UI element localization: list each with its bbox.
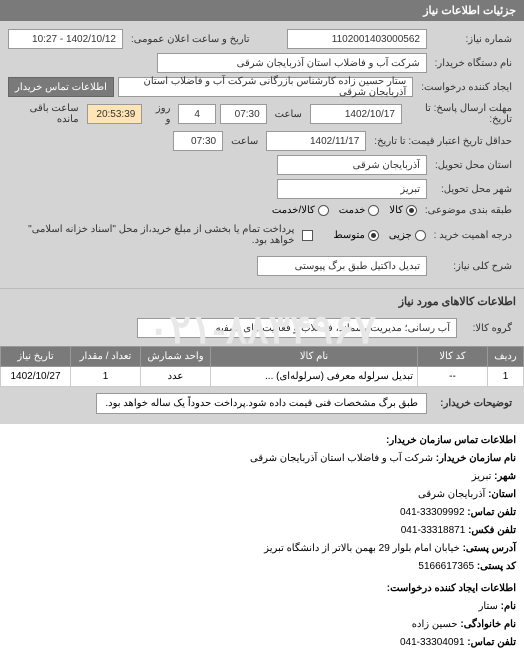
buyer-device-label: نام دستگاه خریدار: (431, 56, 516, 71)
creator-name-label: نام: (501, 601, 516, 612)
col-date: تاریخ نیاز (1, 347, 71, 367)
radio-service[interactable]: خدمت (339, 205, 380, 216)
delivery-city-field: تبریز (277, 179, 427, 199)
deadline-send-time: 07:30 (220, 104, 267, 124)
subject-radio-group: کالا خدمت کالا/خدمت (272, 205, 417, 216)
goods-group-label: گروه کالا: (461, 321, 516, 336)
req-number-label: شماره نیاز: (431, 32, 516, 47)
radio-medium-label: متوسط (333, 230, 364, 241)
time-left-field: 20:53:39 (87, 104, 143, 124)
phone-value: 33309992-041 (400, 507, 465, 518)
cell-name: تبدیل سرلوله معرفی (سرلوله‌ای) ... (211, 367, 418, 387)
form-area: شماره نیاز: 1102001403000562 تاریخ و ساع… (0, 21, 524, 288)
delivery-city-label: شهر محل تحویل: (431, 182, 516, 197)
address-label: آدرس پستی: (463, 543, 516, 554)
creator-name-value: ستار (479, 601, 498, 612)
radio-icon (415, 230, 426, 241)
requester-field: ستار حسین زاده کارشناس بازرگانی شرکت آب … (118, 77, 413, 97)
time-label-1: ساعت (271, 107, 306, 122)
deadline-send-label: مهلت ارسال پاسخ: تا تاریخ: (406, 101, 516, 127)
table-row[interactable]: 1 -- تبدیل سرلوله معرفی (سرلوله‌ای) ... … (1, 367, 524, 387)
delivery-province-label: استان محل تحویل: (431, 158, 516, 173)
org-value: شرکت آب و فاضلاب استان آذربایجان شرقی (250, 453, 433, 464)
radio-goods-label: کالا (389, 205, 403, 216)
main-desc-field: تبدیل داکتیل طبق برگ پیوستی (257, 256, 427, 276)
priority-radio-group: جزیی متوسط (333, 230, 425, 241)
days-label: روز و (146, 101, 174, 127)
radio-icon (318, 205, 329, 216)
radio-partial[interactable]: جزیی (389, 230, 426, 241)
radio-goods-service[interactable]: کالا/خدمت (272, 205, 329, 216)
radio-icon (406, 205, 417, 216)
creator-family-label: نام خانوادگی: (460, 619, 516, 630)
payment-note: پرداخت تمام یا بخشی از مبلغ خرید،از محل … (8, 222, 298, 248)
city-label: شهر: (494, 471, 516, 482)
cell-row: 1 (488, 367, 524, 387)
contact-section: اطلاعات تماس سازمان خریدار: نام سازمان خ… (0, 424, 524, 660)
req-number-field: 1102001403000562 (287, 29, 427, 49)
radio-service-label: خدمت (339, 205, 366, 216)
radio-goods[interactable]: کالا (389, 205, 417, 216)
goods-section-title: اطلاعات کالاهای مورد نیاز (0, 288, 524, 314)
postal-value: 5166617365 (418, 561, 474, 572)
buyer-device-field: شرکت آب و فاضلاب استان آذربایجان شرقی (157, 53, 427, 73)
fax-value: 33318871-041 (401, 525, 466, 536)
delivery-province-field: آذربایجان شرقی (277, 155, 427, 175)
cell-code: -- (418, 367, 488, 387)
province-value: آذربایجان شرقی (418, 489, 485, 500)
postal-label: کد پستی: (477, 561, 516, 572)
contact-info-button[interactable]: اطلاعات تماس خریدار (8, 77, 114, 97)
contact-title: اطلاعات تماس سازمان خریدار: (386, 435, 516, 446)
buyer-desc-text: طبق برگ مشخصات فنی قیمت داده شود.پرداخت … (96, 393, 427, 414)
pub-date-label: تاریخ و ساعت اعلان عمومی: (127, 32, 254, 47)
priority-label: درجه اهمیت خرید : (430, 228, 516, 243)
goods-group-field: آب رسانی؛ مدیریت پسماند، فاضلاب و فعالیت… (137, 318, 457, 338)
pub-date-field: 1402/10/12 - 10:27 (8, 29, 123, 49)
radio-goods-service-label: کالا/خدمت (272, 205, 315, 216)
requester-label: ایجاد کننده درخواست: (417, 80, 516, 95)
creator-phone-label: تلفن تماس: (467, 637, 516, 648)
address-value: خیابان امام بلوار 29 بهمن بالاتر از دانش… (264, 543, 460, 554)
col-name: نام کالا (211, 347, 418, 367)
days-left-field: 4 (178, 104, 216, 124)
time-label-2: ساعت (227, 134, 262, 149)
cell-date: 1402/10/27 (1, 367, 71, 387)
cell-qty: 1 (71, 367, 141, 387)
org-label: نام سازمان خریدار: (436, 453, 516, 464)
col-row: ردیف (488, 347, 524, 367)
col-code: کد کالا (418, 347, 488, 367)
creator-title: اطلاعات ایجاد کننده درخواست: (387, 583, 516, 594)
creator-phone-value: 33304091-041 (400, 637, 465, 648)
subject-class-label: طبقه بندی موضوعی: (421, 203, 516, 218)
radio-medium[interactable]: متوسط (333, 230, 378, 241)
table-header-row: ردیف کد کالا نام کالا واحد شمارش تعداد /… (1, 347, 524, 367)
creator-family-value: حسین زاده (412, 619, 458, 630)
main-desc-label: شرح کلی نیاز: (431, 259, 516, 274)
cell-unit: عدد (141, 367, 211, 387)
buyer-desc-label: توضیحات خریدار: (431, 396, 516, 411)
validity-date: 1402/11/17 (266, 131, 366, 151)
col-qty: تعداد / مقدار (71, 347, 141, 367)
province-label: استان: (488, 489, 516, 500)
validity-time: 07:30 (173, 131, 223, 151)
city-value: تبریز (472, 471, 492, 482)
deadline-send-date: 1402/10/17 (310, 104, 402, 124)
fax-label: تلفن فکس: (468, 525, 516, 536)
panel-header: جزئیات اطلاعات نیاز (0, 0, 524, 21)
payment-checkbox[interactable] (302, 230, 313, 241)
radio-icon (368, 205, 379, 216)
time-left-label: ساعت باقی مانده (8, 101, 83, 127)
radio-icon (368, 230, 379, 241)
phone-label: تلفن تماس: (467, 507, 516, 518)
radio-partial-label: جزیی (389, 230, 412, 241)
goods-table: ردیف کد کالا نام کالا واحد شمارش تعداد /… (0, 346, 524, 387)
validity-label: حداقل تاریخ اعتبار قیمت: تا تاریخ: (370, 134, 516, 149)
col-unit: واحد شمارش (141, 347, 211, 367)
